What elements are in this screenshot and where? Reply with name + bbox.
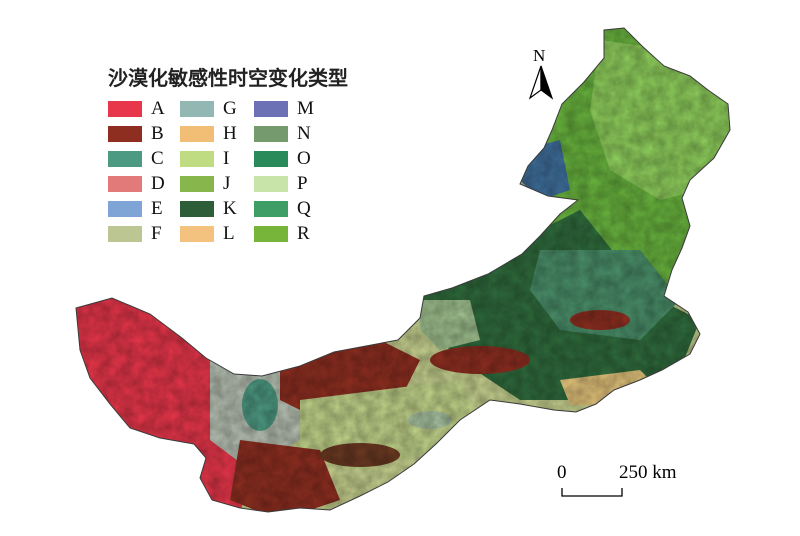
scale-start-label: 0 bbox=[557, 462, 567, 483]
legend-swatch bbox=[108, 226, 142, 242]
legend-swatch bbox=[180, 151, 214, 167]
scale-end-label: 250 km bbox=[619, 462, 677, 483]
legend-label: M bbox=[297, 98, 314, 119]
legend-swatch bbox=[108, 201, 142, 217]
legend-label: F bbox=[151, 223, 162, 244]
north-arrow: N bbox=[524, 46, 558, 102]
legend-label: N bbox=[297, 123, 311, 144]
legend-swatch bbox=[254, 151, 288, 167]
legend-label: H bbox=[223, 123, 237, 144]
legend-label: K bbox=[223, 198, 237, 219]
legend-label: D bbox=[151, 173, 165, 194]
legend-label: Q bbox=[297, 198, 311, 219]
north-arrow-icon bbox=[528, 65, 554, 100]
legend-swatch bbox=[108, 176, 142, 192]
legend-label: R bbox=[297, 223, 310, 244]
legend-swatch bbox=[254, 126, 288, 142]
legend-label: C bbox=[151, 148, 164, 169]
legend-label: A bbox=[151, 98, 165, 119]
legend-swatch bbox=[180, 101, 214, 117]
legend-swatch bbox=[180, 201, 214, 217]
north-label: N bbox=[533, 46, 546, 65]
legend-label: E bbox=[151, 198, 163, 219]
legend-swatch bbox=[254, 201, 288, 217]
legend-label: P bbox=[297, 173, 308, 194]
legend-label: G bbox=[223, 98, 237, 119]
legend-swatch bbox=[180, 176, 214, 192]
legend-swatch bbox=[108, 126, 142, 142]
legend-label: L bbox=[223, 223, 235, 244]
legend-label: O bbox=[297, 148, 311, 169]
legend-label: B bbox=[151, 123, 164, 144]
scale-bar-line bbox=[561, 488, 623, 497]
legend-swatch bbox=[180, 126, 214, 142]
legend-swatch bbox=[180, 226, 214, 242]
legend-title: 沙漠化敏感性时空变化类型 bbox=[108, 66, 348, 90]
legend-swatch bbox=[254, 101, 288, 117]
legend-swatch bbox=[108, 151, 142, 167]
legend-swatch bbox=[254, 226, 288, 242]
legend-label: J bbox=[223, 173, 231, 194]
scale-bar: 0 250 km bbox=[555, 462, 695, 502]
legend-swatch bbox=[108, 101, 142, 117]
legend-swatch bbox=[254, 176, 288, 192]
legend-label: I bbox=[223, 148, 230, 169]
